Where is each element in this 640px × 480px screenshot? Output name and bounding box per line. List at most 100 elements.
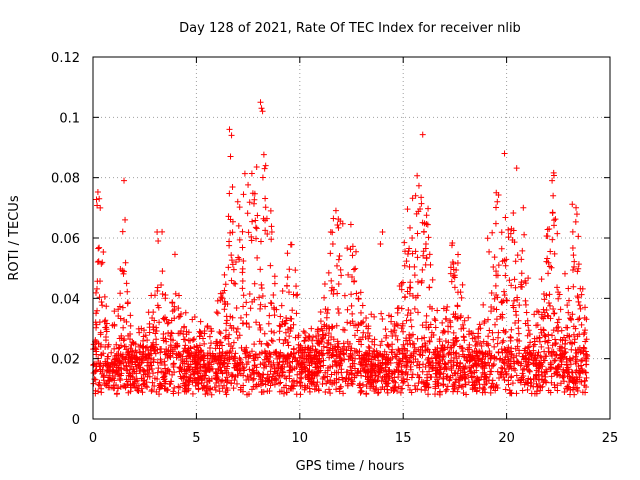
data-point bbox=[503, 371, 510, 378]
data-point bbox=[154, 369, 161, 376]
data-point bbox=[262, 204, 269, 211]
data-point bbox=[550, 192, 557, 199]
data-point bbox=[227, 348, 234, 355]
data-point bbox=[327, 346, 334, 353]
data-point bbox=[388, 328, 395, 335]
data-point bbox=[185, 361, 192, 368]
data-point bbox=[253, 163, 260, 170]
data-point bbox=[356, 355, 363, 362]
data-point bbox=[308, 325, 315, 332]
data-point bbox=[411, 272, 418, 279]
data-point bbox=[471, 379, 478, 386]
data-point bbox=[256, 294, 263, 301]
data-point bbox=[118, 370, 125, 377]
data-point bbox=[171, 251, 178, 258]
data-point bbox=[278, 321, 285, 328]
data-point bbox=[228, 252, 235, 259]
data-point bbox=[113, 341, 120, 348]
data-point bbox=[229, 261, 236, 268]
data-point bbox=[406, 263, 413, 270]
data-point bbox=[551, 310, 558, 317]
data-point bbox=[483, 378, 490, 385]
data-point bbox=[93, 321, 100, 328]
data-point bbox=[322, 389, 329, 396]
data-point bbox=[468, 370, 475, 377]
data-point bbox=[276, 353, 283, 360]
data-point bbox=[285, 385, 292, 392]
data-point bbox=[240, 292, 247, 299]
data-point bbox=[550, 310, 557, 317]
data-point bbox=[554, 364, 561, 371]
data-point bbox=[238, 344, 245, 351]
data-point bbox=[495, 329, 502, 336]
data-point bbox=[445, 323, 452, 330]
data-point bbox=[219, 348, 226, 355]
data-point bbox=[493, 381, 500, 388]
data-point bbox=[145, 370, 152, 377]
data-point bbox=[150, 356, 157, 363]
data-point bbox=[191, 352, 198, 359]
data-point bbox=[293, 292, 300, 299]
data-point bbox=[94, 202, 101, 209]
data-point bbox=[281, 320, 288, 327]
data-point bbox=[384, 341, 391, 348]
data-point bbox=[473, 388, 480, 395]
data-point bbox=[101, 293, 108, 300]
data-point bbox=[374, 351, 381, 358]
data-point bbox=[223, 327, 230, 334]
data-point bbox=[128, 384, 135, 391]
data-point bbox=[205, 365, 212, 372]
data-point bbox=[456, 353, 463, 360]
data-point bbox=[573, 204, 580, 211]
data-point bbox=[189, 390, 196, 397]
data-point bbox=[239, 244, 246, 251]
data-point bbox=[341, 292, 348, 299]
data-point bbox=[568, 346, 575, 353]
data-point bbox=[226, 242, 233, 249]
data-point bbox=[474, 341, 481, 348]
data-point bbox=[490, 263, 497, 270]
data-point bbox=[581, 329, 588, 336]
data-point bbox=[437, 371, 444, 378]
data-point bbox=[170, 363, 177, 370]
data-point bbox=[228, 132, 235, 139]
data-point bbox=[189, 336, 196, 343]
data-point bbox=[378, 338, 385, 345]
data-point bbox=[495, 262, 502, 269]
data-point bbox=[433, 367, 440, 374]
data-point bbox=[159, 369, 166, 376]
data-point bbox=[444, 303, 451, 310]
data-point bbox=[577, 370, 584, 377]
data-point bbox=[519, 353, 526, 360]
data-point bbox=[273, 348, 280, 355]
data-point bbox=[259, 292, 266, 299]
data-point bbox=[343, 346, 350, 353]
data-point bbox=[93, 310, 100, 317]
data-point bbox=[505, 357, 512, 364]
data-point bbox=[344, 382, 351, 389]
data-point bbox=[439, 347, 446, 354]
data-point bbox=[492, 282, 499, 289]
data-point bbox=[498, 364, 505, 371]
data-point bbox=[178, 367, 185, 374]
data-point bbox=[514, 296, 521, 303]
data-point bbox=[537, 384, 544, 391]
data-point bbox=[212, 387, 219, 394]
data-point bbox=[393, 359, 400, 366]
data-point bbox=[575, 363, 582, 370]
data-point bbox=[223, 379, 230, 386]
data-point bbox=[414, 172, 421, 179]
data-point bbox=[509, 380, 516, 387]
data-point bbox=[490, 336, 497, 343]
data-point bbox=[569, 201, 576, 208]
data-point bbox=[365, 343, 372, 350]
data-point bbox=[573, 376, 580, 383]
data-point bbox=[471, 356, 478, 363]
data-point bbox=[571, 263, 578, 270]
data-point bbox=[283, 315, 290, 322]
data-point bbox=[389, 377, 396, 384]
data-point bbox=[248, 237, 255, 244]
data-point bbox=[305, 376, 312, 383]
data-point bbox=[154, 288, 161, 295]
data-point bbox=[333, 322, 340, 329]
